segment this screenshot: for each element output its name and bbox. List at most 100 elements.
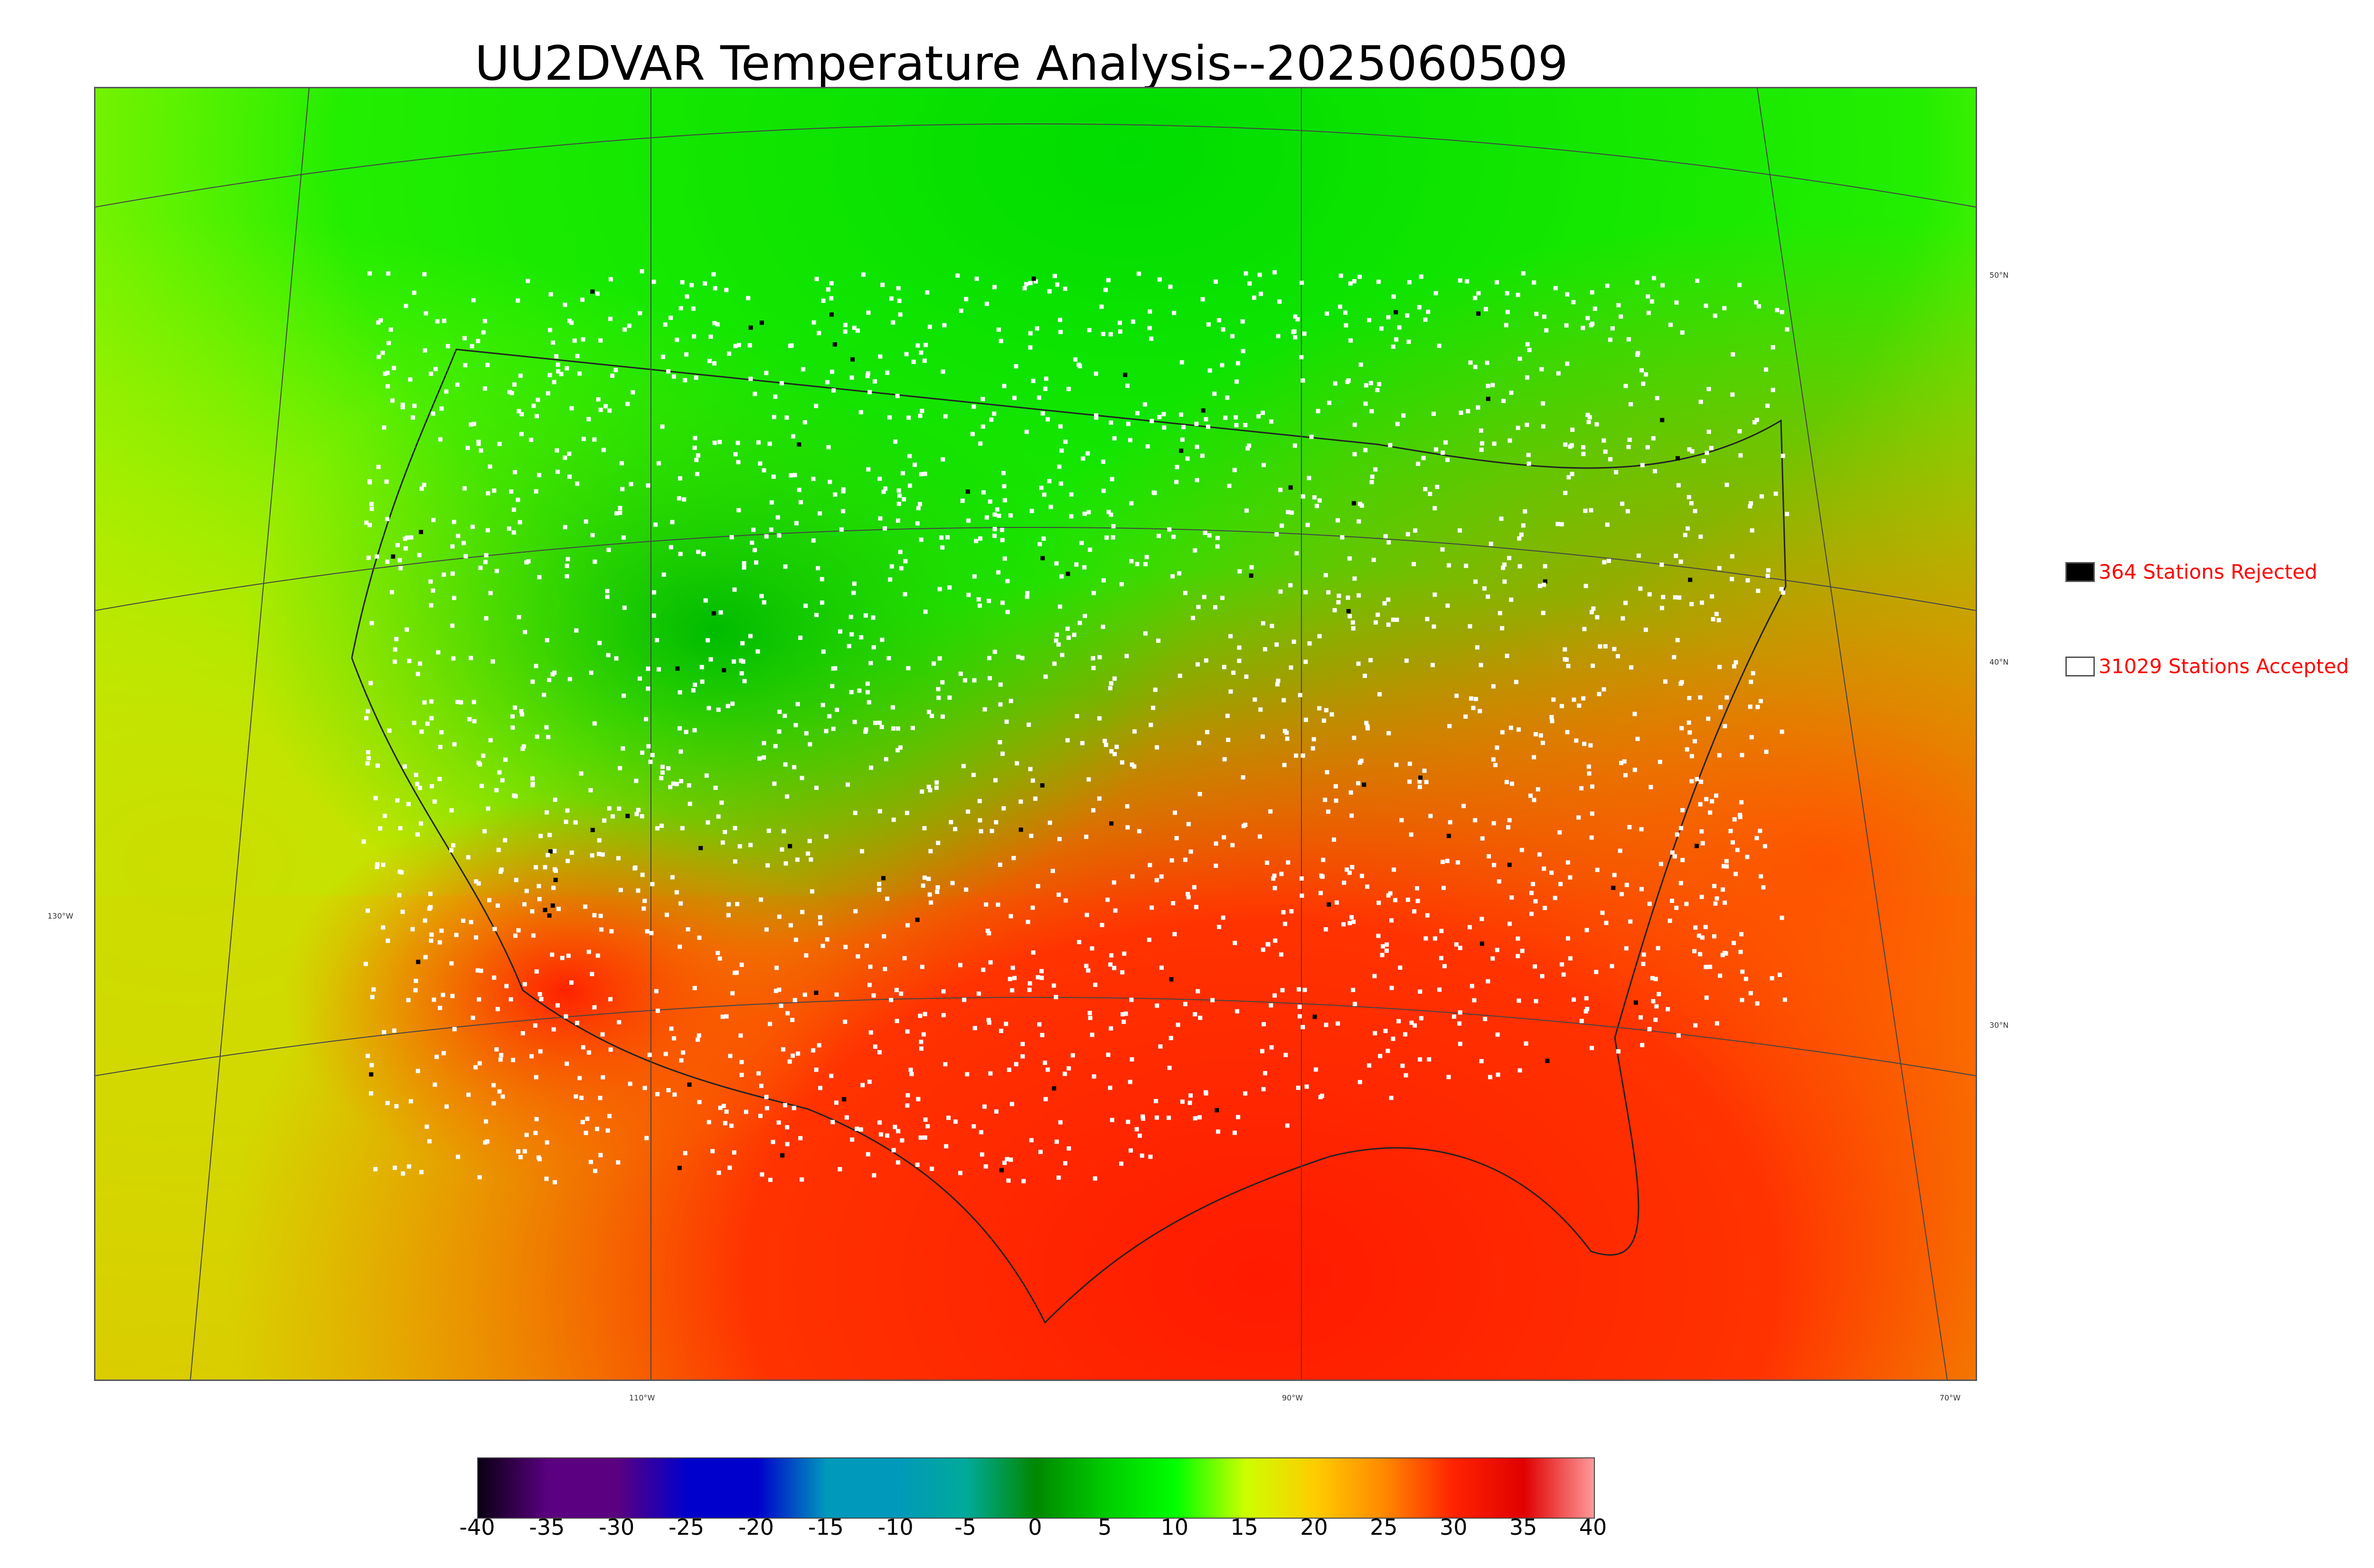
- station-dot: [1669, 898, 1674, 903]
- station-dot: [1624, 883, 1629, 887]
- station-dot: [669, 1026, 674, 1031]
- station-dot: [1300, 893, 1304, 898]
- station-dot: [1765, 573, 1770, 578]
- station-dot: [456, 534, 461, 538]
- station-dot: [601, 448, 606, 452]
- station-dot: [1331, 837, 1336, 842]
- station-dot: [530, 781, 535, 786]
- colorbar-tick-label: -15: [808, 1514, 844, 1540]
- station-dot: [603, 404, 608, 409]
- station-dot: [1009, 1102, 1014, 1107]
- station-dot: [1427, 1057, 1432, 1062]
- station-dot: [724, 288, 729, 292]
- station-dot: [476, 338, 480, 343]
- station-dot: [666, 369, 671, 374]
- station-dot: [1748, 704, 1752, 709]
- station-dot: [1109, 512, 1113, 517]
- station-dot: [669, 315, 673, 320]
- station-dot: [1542, 866, 1546, 871]
- station-dot: [1509, 390, 1514, 395]
- station-dot: [559, 372, 564, 376]
- station-dot: [1154, 1115, 1159, 1120]
- station-dot: [1525, 342, 1530, 347]
- station-dot: [1647, 1027, 1652, 1032]
- station-dot: [1121, 1019, 1126, 1024]
- station-dot: [825, 380, 830, 385]
- station-dot: [1030, 905, 1035, 910]
- station-dot: [694, 458, 699, 462]
- station-dot: [780, 1153, 785, 1158]
- station-dot: [1352, 735, 1357, 740]
- station-dot: [1140, 1153, 1144, 1158]
- station-dot: [1640, 463, 1645, 468]
- station-dot: [740, 641, 745, 646]
- station-dot: [1395, 422, 1400, 426]
- station-dot: [1583, 583, 1588, 588]
- station-dot: [700, 679, 705, 684]
- station-dot: [791, 434, 796, 439]
- station-dot: [1300, 753, 1305, 758]
- station-dot: [644, 1136, 649, 1140]
- station-dot: [925, 1124, 930, 1128]
- station-dot: [666, 766, 671, 770]
- station-dot: [657, 667, 661, 672]
- station-dot: [1584, 996, 1589, 1001]
- station-dot: [408, 1099, 413, 1104]
- station-dot: [655, 638, 659, 642]
- station-dot: [871, 615, 876, 620]
- station-dot: [1111, 535, 1115, 540]
- station-dot: [485, 528, 490, 533]
- station-dot: [1458, 946, 1462, 950]
- station-dot: [904, 811, 909, 816]
- station-dot: [1432, 592, 1437, 597]
- station-dot: [419, 486, 424, 491]
- station-dot: [1445, 603, 1450, 608]
- colorbar-tick-label: 0: [1028, 1514, 1042, 1540]
- station-dot: [965, 489, 970, 494]
- station-dot: [1362, 782, 1366, 787]
- station-dot: [1559, 704, 1564, 708]
- station-dot: [1490, 956, 1495, 961]
- station-dot: [849, 690, 854, 695]
- station-dot: [873, 721, 877, 725]
- station-dot: [1183, 591, 1187, 595]
- station-dot: [685, 294, 689, 299]
- station-dot: [706, 638, 710, 643]
- station-dot: [733, 452, 738, 457]
- station-dot: [1103, 288, 1108, 292]
- station-dot: [1147, 326, 1152, 330]
- station-dot: [1158, 1044, 1163, 1049]
- station-dot: [1279, 952, 1283, 957]
- station-dot: [386, 384, 390, 389]
- station-dot: [442, 1051, 446, 1055]
- station-dot: [1123, 373, 1128, 377]
- station-dot: [1090, 1033, 1094, 1037]
- station-dot: [583, 904, 588, 909]
- station-dot: [1227, 483, 1232, 488]
- station-dot: [1316, 409, 1320, 413]
- station-dot: [1294, 753, 1299, 758]
- station-dot: [955, 273, 960, 278]
- station-dot: [764, 1095, 769, 1099]
- station-dot: [438, 437, 443, 442]
- station-dot: [1070, 1053, 1075, 1058]
- station-dot: [499, 869, 503, 874]
- station-dot: [412, 404, 417, 408]
- station-dot: [675, 666, 680, 671]
- station-dot: [1703, 925, 1708, 930]
- station-dot: [1262, 462, 1266, 467]
- station-dot: [1179, 360, 1184, 365]
- station-dot: [419, 1170, 424, 1174]
- station-dot: [476, 761, 481, 765]
- station-dot: [1106, 509, 1111, 514]
- station-dot: [1709, 446, 1714, 451]
- station-dot: [988, 960, 993, 965]
- station-dot: [878, 1132, 883, 1137]
- station-dot: [622, 693, 626, 698]
- station-dot: [1336, 600, 1341, 605]
- station-dot: [1314, 504, 1319, 508]
- station-dot: [1533, 899, 1538, 903]
- station-dot: [1673, 595, 1677, 600]
- station-dot: [1280, 988, 1285, 993]
- station-dot: [698, 846, 703, 851]
